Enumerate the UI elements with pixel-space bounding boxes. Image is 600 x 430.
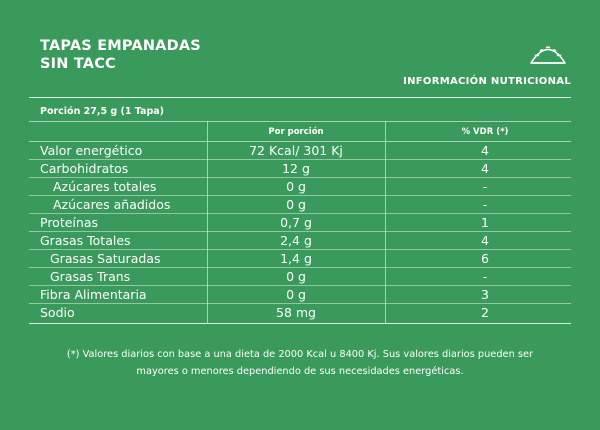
header-rule [29, 141, 571, 142]
column-divider-2 [385, 121, 386, 323]
nutrient-vdr: 3 [481, 287, 489, 302]
nutrient-vdr: 4 [481, 143, 489, 158]
nutrient-vdr: - [482, 269, 488, 284]
nutrient-vdr: - [482, 197, 488, 212]
nutrition-info-label: INFORMACIÓN NUTRICIONAL [403, 76, 571, 87]
portion-rule [29, 121, 571, 122]
table-row: Grasas Trans 0 g - [29, 268, 571, 286]
bottom-rule [29, 323, 571, 324]
table-row: Grasas Saturadas 1,4 g 6 [29, 250, 571, 268]
table-row: Azúcares totales 0 g - [29, 178, 571, 196]
nutrient-amount: 0 g [286, 287, 306, 302]
nutrient-amount: 2,4 g [280, 233, 312, 248]
nutrient-amount: 12 g [282, 161, 310, 176]
nutrient-amount: 0,7 g [280, 215, 312, 230]
nutrient-amount: 58 mg [276, 305, 316, 320]
table-row: Valor energético 72 Kcal/ 301 Kj 4 [29, 142, 571, 160]
table-row: Grasas Totales 2,4 g 4 [29, 232, 571, 250]
table-row: Proteínas 0,7 g 1 [29, 214, 571, 232]
nutrient-amount: 72 Kcal/ 301 Kj [249, 143, 343, 158]
column-divider-1 [207, 121, 208, 323]
title-line-2: SIN TACC [40, 56, 116, 72]
nutrient-name: Azúcares totales [53, 179, 157, 194]
nutrient-amount: 0 g [286, 197, 306, 212]
footnote-line-2: mayores o menores dependiendo de sus nec… [136, 366, 464, 377]
nutrient-amount: 0 g [286, 269, 306, 284]
nutrient-vdr: 6 [481, 251, 489, 266]
nutrient-amount: 0 g [286, 179, 306, 194]
nutrient-name: Carbohidratos [40, 161, 129, 176]
nutrient-vdr: 4 [481, 161, 489, 176]
nutrient-vdr: 1 [481, 215, 489, 230]
col-header-amount: Por porción [268, 127, 324, 137]
col-header-vdr: % VDR (*) [461, 127, 509, 137]
nutrient-vdr: 2 [481, 305, 489, 320]
nutrient-name: Proteínas [40, 215, 98, 230]
nutrient-name: Grasas Totales [40, 233, 131, 248]
table-row: Sodio 58 mg 2 [29, 304, 571, 322]
nutrient-vdr: 4 [481, 233, 489, 248]
table-row: Fibra Alimentaria 0 g 3 [29, 286, 571, 304]
nutrient-name: Sodio [40, 305, 75, 320]
nutrient-vdr: - [482, 179, 488, 194]
title-line-1: TAPAS EMPANADAS [40, 38, 201, 54]
nutrient-name: Azúcares añadidos [53, 197, 171, 212]
portion-text: Porción 27,5 g (1 Tapa) [40, 106, 164, 117]
table-row: Carbohidratos 12 g 4 [29, 160, 571, 178]
nutrient-name: Fibra Alimentaria [40, 287, 147, 302]
nutrient-name: Grasas Saturadas [50, 251, 161, 266]
table-row: Azúcares añadidos 0 g - [29, 196, 571, 214]
footnote: (*) Valores diarios con base a una dieta… [30, 346, 570, 380]
empanada-icon [530, 46, 566, 64]
top-rule [29, 97, 571, 98]
product-title: TAPAS EMPANADAS SIN TACC [40, 37, 201, 73]
nutrient-name: Valor energético [40, 143, 143, 158]
footnote-line-1: (*) Valores diarios con base a una dieta… [66, 349, 534, 360]
nutrient-amount: 1,4 g [280, 251, 312, 266]
nutrient-name: Grasas Trans [50, 269, 131, 284]
